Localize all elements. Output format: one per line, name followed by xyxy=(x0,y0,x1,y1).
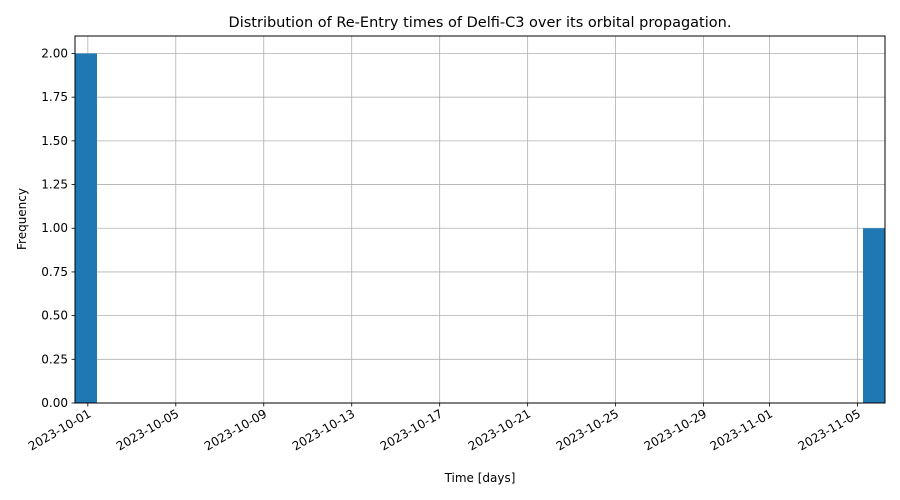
y-tick-label: 0.25 xyxy=(41,352,68,366)
y-tick-label: 0.50 xyxy=(41,309,68,323)
y-tick-label: 2.00 xyxy=(41,46,68,60)
x-axis-title: Time [days] xyxy=(444,471,516,485)
grid xyxy=(75,36,885,404)
y-tick-label: 1.50 xyxy=(41,134,68,148)
y-tick-label: 0.00 xyxy=(41,396,68,410)
bars xyxy=(75,53,885,403)
chart-title: Distribution of Re-Entry times of Delfi-… xyxy=(229,15,732,31)
y-tick-label: 1.75 xyxy=(41,90,68,104)
histogram-bar xyxy=(863,228,885,403)
y-axis-title: Frequency xyxy=(15,188,29,250)
histogram-bar xyxy=(75,53,97,403)
y-tick-label: 0.75 xyxy=(41,265,68,279)
y-tick-label: 1.25 xyxy=(41,178,68,192)
y-tick-label: 1.00 xyxy=(41,221,68,235)
plot-frame xyxy=(74,35,886,404)
